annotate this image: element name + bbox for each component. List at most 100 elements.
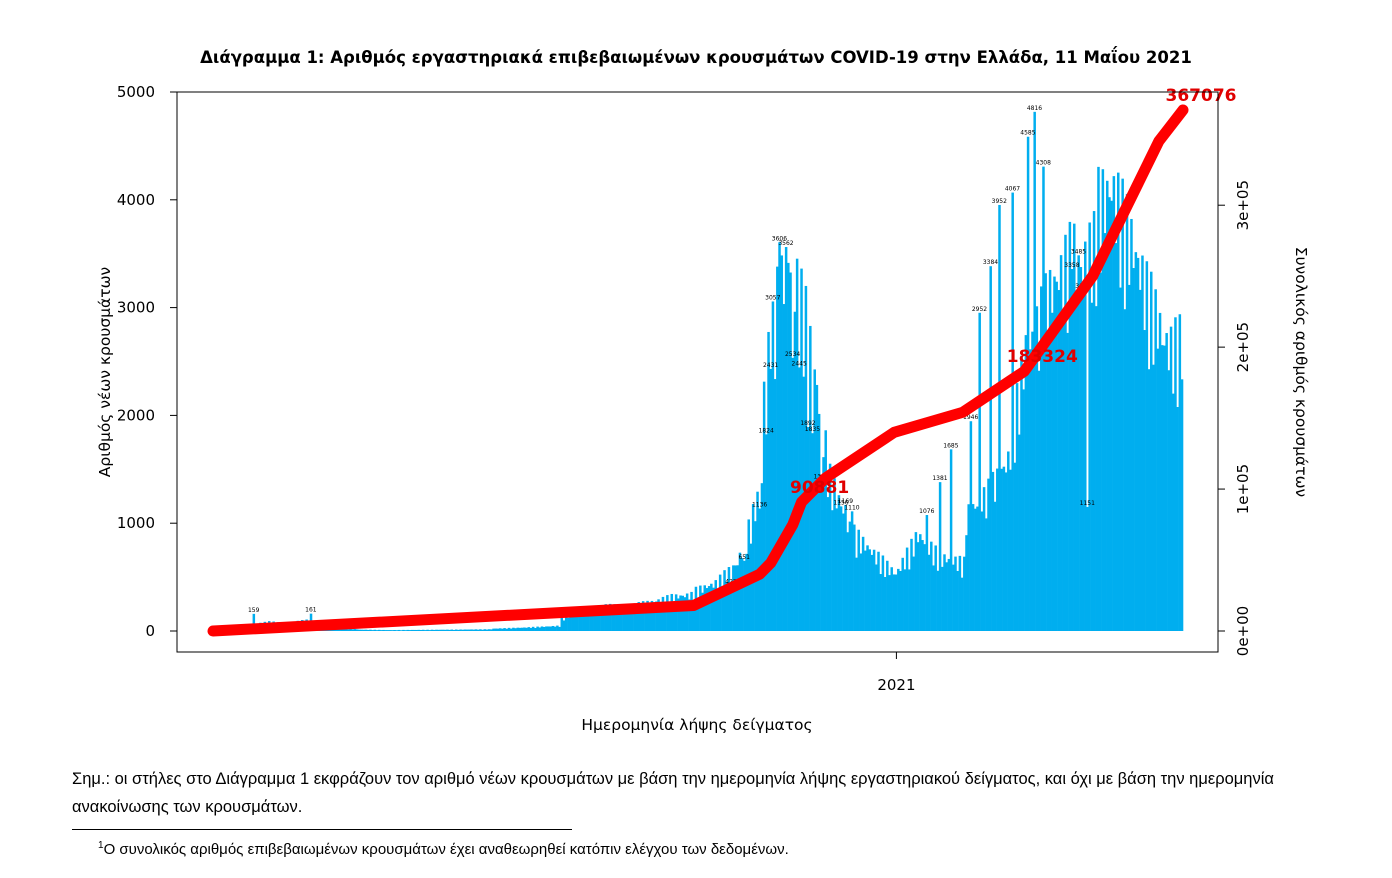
bar-value-label: 1169 [838, 498, 853, 505]
bar [861, 536, 865, 631]
bar [674, 594, 678, 631]
bar [459, 629, 462, 631]
bar [564, 615, 568, 631]
bar [1002, 466, 1006, 631]
bar [859, 553, 863, 631]
plot-frame [176, 91, 1219, 653]
cumulative-line-group [207, 104, 1189, 637]
chart-title: Διάγραμμα 1: Αριθμός εργαστηριακά επιβεβ… [200, 47, 1192, 67]
bar [391, 630, 394, 631]
bar [1172, 393, 1175, 631]
bar [529, 627, 533, 631]
bar [1176, 407, 1179, 631]
bar [1042, 166, 1045, 631]
bar [582, 613, 586, 631]
left-axis-tick-label: 1000 [117, 514, 155, 532]
bar-value-label: 651 [738, 554, 750, 561]
bar [976, 506, 979, 631]
left-axis-tick-label: 3000 [117, 299, 155, 317]
bar [996, 468, 999, 631]
bar [1180, 379, 1184, 631]
bar [938, 482, 942, 631]
bar [908, 569, 911, 631]
bar [1119, 287, 1122, 631]
bar [787, 262, 790, 631]
bar [531, 626, 535, 631]
footnote-rule [72, 829, 572, 830]
bar [870, 554, 874, 631]
bar [571, 614, 575, 631]
bar [1161, 345, 1164, 631]
bar [1150, 271, 1153, 631]
bar [723, 570, 726, 631]
bar [842, 513, 845, 631]
bar [985, 518, 988, 631]
bar [454, 629, 458, 631]
bar [639, 609, 643, 631]
bar [793, 311, 797, 631]
bar-value-label: 2952 [972, 306, 987, 313]
bar [1073, 223, 1076, 631]
bar [1158, 312, 1162, 631]
bar [696, 597, 700, 631]
bar [344, 628, 348, 631]
bar [494, 628, 498, 631]
bar [1103, 233, 1107, 631]
bar [641, 601, 645, 631]
bar [1145, 261, 1149, 631]
bar [534, 627, 537, 631]
footnote: 1Ο συνολικός αριθμός επιβεβαιωμένων κρου… [98, 840, 789, 858]
bar [430, 629, 434, 631]
bar [349, 628, 352, 631]
bar [745, 553, 748, 631]
bar [732, 565, 735, 631]
bar [419, 630, 423, 631]
bar [941, 566, 944, 631]
bar [850, 511, 854, 631]
bar [855, 557, 858, 631]
bar [960, 577, 964, 631]
bar [628, 605, 632, 631]
bar [762, 381, 766, 631]
bar-labels-group: 159 1614226511136182424313057360635622534… [248, 105, 1095, 614]
right-axis: 0e+00 1e+05 2e+05 3e+05 [1217, 180, 1252, 656]
bar [657, 599, 660, 631]
bar [1015, 383, 1019, 631]
bar [355, 629, 359, 631]
bar [989, 266, 992, 631]
bar [914, 532, 918, 631]
bar [1007, 451, 1010, 631]
bar-value-label: 3562 [778, 240, 793, 247]
bar [490, 629, 493, 631]
bar [520, 627, 524, 631]
bar [982, 487, 986, 631]
bar [1070, 269, 1074, 631]
bar [1139, 289, 1142, 631]
bar [463, 629, 467, 631]
bar [980, 511, 984, 631]
bar [549, 626, 553, 631]
bar [736, 565, 739, 631]
bar-value-label: 3358 [1064, 262, 1079, 269]
bar [441, 629, 445, 631]
bar [738, 552, 742, 631]
bar [593, 605, 597, 631]
bar [916, 542, 920, 631]
bar [377, 629, 381, 631]
bar [881, 555, 885, 631]
bar [716, 589, 720, 631]
bar [487, 629, 491, 631]
bar-value-label: 4585 [1020, 130, 1035, 137]
bar-value-label: 4816 [1027, 105, 1042, 112]
bar [465, 629, 469, 631]
bar-value-label: 3057 [765, 295, 780, 302]
left-axis-tick-label: 0 [145, 622, 155, 640]
right-axis-tick-label: 2e+05 [1234, 322, 1252, 372]
bar [905, 547, 909, 631]
bar [1048, 269, 1052, 631]
bar [1029, 349, 1032, 631]
bar [498, 628, 502, 631]
bar [998, 204, 1001, 631]
bar [1055, 281, 1058, 631]
bar [1110, 200, 1113, 631]
